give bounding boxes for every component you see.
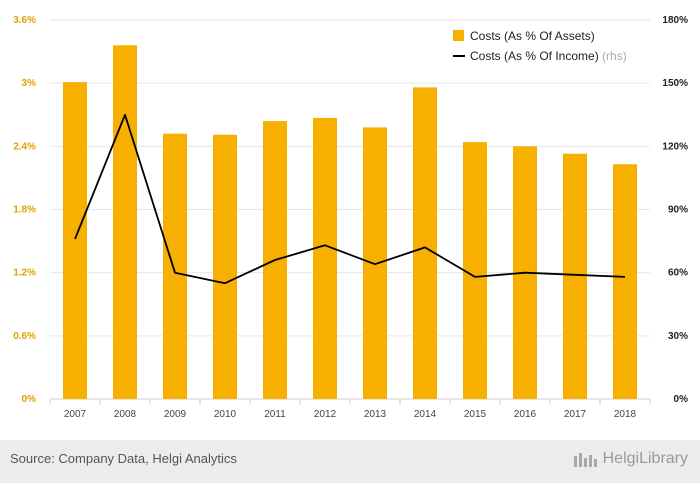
bar-series <box>63 45 637 400</box>
y-right-tick-label: 150% <box>662 78 688 89</box>
x-tick-label: 2011 <box>264 409 286 420</box>
bar <box>313 117 337 400</box>
x-tick-label: 2017 <box>564 409 587 420</box>
y-right-tick-label: 120% <box>662 141 688 152</box>
y-axis-left: 0% 0.6% 1.2% 1.8% 2.4% 3% 3.6% <box>13 15 36 405</box>
y-left-tick-label: 0% <box>22 394 37 405</box>
bar <box>163 133 187 399</box>
bar <box>463 142 487 399</box>
footer: Source: Company Data, Helgi Analytics He… <box>0 440 700 483</box>
y-right-tick-label: 180% <box>662 15 688 26</box>
y-right-tick-label: 60% <box>668 268 688 279</box>
x-tick-label: 2007 <box>64 409 87 420</box>
brand-name: HelgiLibrary <box>602 450 688 467</box>
legend: Costs (As % Of Assets) Costs (As % Of Inc… <box>453 29 627 63</box>
x-tick-label: 2010 <box>214 409 237 420</box>
y-left-tick-label: 2.4% <box>13 141 36 152</box>
x-axis: 2007 2008 2009 2010 2011 2012 2013 2014 2015 2016… <box>49 399 651 420</box>
x-tick-label: 2013 <box>364 409 387 420</box>
x-tick-label: 2008 <box>114 409 137 420</box>
y-left-tick-label: 3.6% <box>13 15 36 26</box>
y-left-tick-label: 1.2% <box>13 268 36 279</box>
brand-logo: HelgiLibrary <box>573 450 688 468</box>
y-right-tick-label: 30% <box>668 331 688 342</box>
bar <box>363 127 387 399</box>
legend-swatch-bar <box>453 30 464 41</box>
x-tick-label: 2009 <box>164 409 187 420</box>
source-text: Source: Company Data, Helgi Analytics <box>10 451 237 466</box>
bar <box>563 153 587 399</box>
bar <box>213 134 237 399</box>
x-tick-label: 2014 <box>414 409 437 420</box>
x-tick-label: 2016 <box>514 409 537 420</box>
y-axis-right: 0% 30% 60% 90% 120% 150% 180% <box>662 15 688 405</box>
chart: 2007 2008 2009 2010 2011 2012 2013 2014 2015 2016… <box>13 15 688 420</box>
y-right-tick-label: 0% <box>674 394 689 405</box>
x-tick-label: 2012 <box>314 409 337 420</box>
line-path <box>74 113 626 285</box>
bar <box>613 164 637 399</box>
line-series <box>74 113 626 285</box>
library-icon <box>573 453 597 467</box>
y-right-tick-label: 90% <box>668 205 688 216</box>
bar <box>413 87 437 399</box>
bar <box>63 82 87 399</box>
legend-label: Costs (As % Of Income) (rhs) <box>470 49 627 63</box>
y-left-tick-label: 3% <box>22 78 37 89</box>
legend-label: Costs (As % Of Assets) <box>470 29 595 43</box>
y-left-tick-label: 1.8% <box>13 205 36 216</box>
legend-rhs-note: (rhs) <box>602 49 627 63</box>
x-tick-label: 2018 <box>614 409 637 420</box>
x-tick-label: 2015 <box>464 409 487 420</box>
bar <box>113 45 137 400</box>
y-left-tick-label: 0.6% <box>13 331 36 342</box>
grid <box>50 19 650 400</box>
